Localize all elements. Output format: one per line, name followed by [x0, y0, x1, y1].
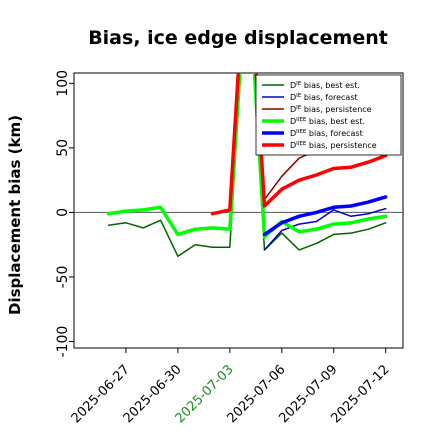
legend-box [255, 74, 402, 156]
y-tick-label: 100 [55, 70, 71, 97]
y-axis-label: Displacement bias (km) [6, 115, 24, 315]
y-tick-label: -100 [55, 326, 71, 358]
y-tick-label: 0 [55, 208, 71, 217]
legend-entry-2: DIE bias, persistence [290, 105, 372, 114]
series-line-3 [106, 73, 388, 239]
legend-entry-5: DIIEE bias, persistence [290, 141, 377, 150]
y-tick-label: 50 [55, 139, 71, 157]
legend-entry-0: DIE bias, best est. [290, 81, 360, 90]
y-axis-ticks: 100 50 0 -50 -100 [55, 70, 74, 357]
chart-title: Bias, ice edge displacement [88, 27, 388, 49]
legend: DIE bias, best est. DIE bias, forecast DIE… [255, 74, 402, 156]
legend-entry-1: DIE bias, forecast [290, 93, 358, 102]
series-line-5 [210, 73, 388, 216]
series-line-1 [263, 207, 387, 251]
x-axis-ticks: 2025-06-272025-06-302025-07-032025-07-06… [69, 348, 393, 426]
y-tick-label: -50 [55, 266, 71, 289]
legend-entry-4: DIIEE bias, forecast [290, 129, 363, 138]
series-line-4 [262, 195, 388, 237]
series-line-0 [107, 73, 387, 258]
legend-entry-3: DIIEE bias, best est. [290, 117, 365, 126]
